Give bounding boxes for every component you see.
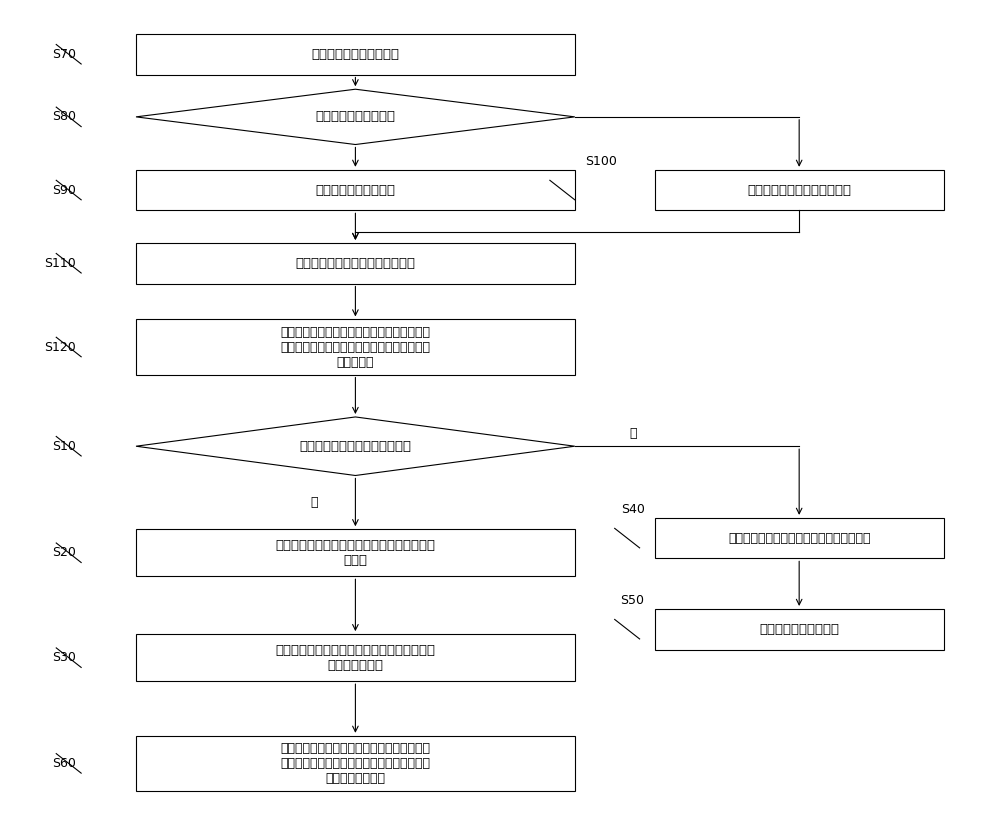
Text: 将保存的所述详细页路径规则发送至云端数据
库，以供对所述云端数据库中的所述详细页路
径规则的再次读取: 将保存的所述详细页路径规则发送至云端数据 库，以供对所述云端数据库中的所述详细页… (280, 742, 430, 785)
FancyBboxPatch shape (655, 518, 944, 558)
Text: 是: 是 (311, 496, 318, 509)
Text: S60: S60 (52, 757, 76, 769)
FancyBboxPatch shape (136, 529, 575, 576)
Polygon shape (136, 89, 575, 144)
FancyBboxPatch shape (136, 634, 575, 681)
Text: S10: S10 (52, 440, 76, 453)
Text: 采集所述目标列表模块的详细页信息，并生成
详细页路径规则: 采集所述目标列表模块的详细页信息，并生成 详细页路径规则 (275, 644, 435, 672)
FancyBboxPatch shape (136, 34, 575, 74)
Text: S100: S100 (585, 155, 617, 168)
Text: 登录成功后，获取开启插件的指令: 登录成功后，获取开启插件的指令 (295, 257, 415, 270)
Text: 获取根据所述当前页面生成的详细字段信息: 获取根据所述当前页面生成的详细字段信息 (728, 531, 870, 544)
FancyBboxPatch shape (136, 243, 575, 284)
Text: S70: S70 (52, 48, 76, 60)
Text: 判断是否存在本地账号: 判断是否存在本地账号 (315, 110, 395, 123)
Text: S80: S80 (52, 110, 76, 123)
Text: S120: S120 (44, 340, 76, 353)
Text: 保存所述详细字段信息: 保存所述详细字段信息 (759, 623, 839, 636)
FancyBboxPatch shape (136, 319, 575, 375)
FancyBboxPatch shape (136, 170, 575, 211)
Text: 判断当前页面是否包括列表页面: 判断当前页面是否包括列表页面 (299, 440, 411, 453)
Text: 读取本地账号，并登录: 读取本地账号，并登录 (315, 184, 395, 197)
Text: S40: S40 (621, 503, 645, 517)
Text: 根据所述列表页面对所述当前页面生成目标列
表模块: 根据所述列表页面对所述当前页面生成目标列 表模块 (275, 539, 435, 567)
Text: S20: S20 (52, 546, 76, 559)
Text: 则输入账号密码注册，并登录: 则输入账号密码注册，并登录 (747, 184, 851, 197)
Polygon shape (136, 417, 575, 476)
FancyBboxPatch shape (136, 736, 575, 791)
Text: 否: 否 (630, 427, 637, 440)
FancyBboxPatch shape (655, 609, 944, 650)
Text: S90: S90 (52, 184, 76, 197)
FancyBboxPatch shape (655, 170, 944, 211)
Text: S50: S50 (621, 594, 645, 607)
Text: S110: S110 (44, 257, 76, 270)
Text: S30: S30 (52, 651, 76, 664)
Text: 根据所述指令，将所述插件嵌入至浏览器页面
，以供所述插件进一步的判断当前页面是否包
括列表页面: 根据所述指令，将所述插件嵌入至浏览器页面 ，以供所述插件进一步的判断当前页面是否… (280, 326, 430, 369)
Text: 获取本地预存的登录信息: 获取本地预存的登录信息 (311, 48, 399, 60)
